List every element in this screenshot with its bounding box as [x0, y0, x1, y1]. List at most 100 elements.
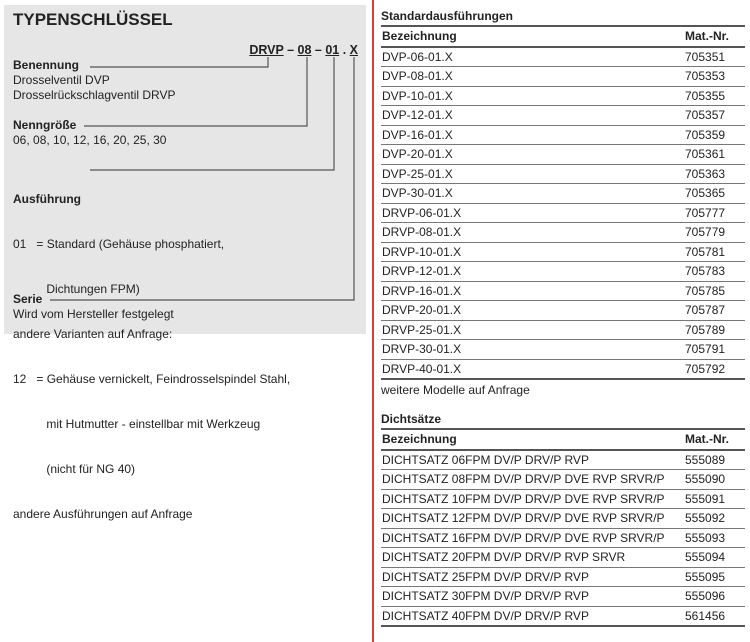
cell-bezeichnung: DVP-12-01.X — [382, 108, 453, 122]
serie-label: Serie — [13, 292, 43, 306]
cell-bezeichnung: DICHTSATZ 25FPM DV/P DRV/P RVP — [382, 569, 589, 584]
ausfuehrung-section: Ausführung 01 = Standard (Gehäuse phosph… — [13, 162, 290, 537]
type-key-title: TYPENSCHLÜSSEL — [13, 10, 173, 29]
cell-bezeichnung: DRVP-16-01.X — [382, 283, 462, 298]
header-bezeichnung: Bezeichnung — [382, 29, 457, 43]
table-row: DICHTSATZ 16FPM DV/P DRV/P DVE RVP SRVR/… — [381, 529, 745, 548]
cell-bezeichnung: DICHTSATZ 10FPM DV/P DRV/P DVE RVP SRVR/… — [382, 491, 665, 506]
connector-lines — [50, 57, 355, 301]
cell-mat-nr: 561456 — [685, 608, 726, 623]
code-part-size: 08 — [297, 43, 312, 57]
cell-mat-nr: 705353 — [685, 69, 726, 83]
cell-bezeichnung: DVP-20-01.X — [382, 147, 453, 161]
ausfuehrung-label: Ausführung — [13, 192, 81, 206]
cell-bezeichnung: DICHTSATZ 30FPM DV/P DRV/P RVP — [382, 589, 589, 603]
text-line: Drosselventil DVP — [13, 73, 110, 87]
cell-mat-nr: 705783 — [685, 264, 726, 278]
table-row: DVP-25-01.X 705363 — [381, 165, 745, 184]
type-code: DRVP – 08 – 01 . X — [249, 43, 358, 57]
table-row: DICHTSATZ 06FPM DV/P DRV/P RVP 555089 — [381, 451, 745, 470]
cell-mat-nr: 705357 — [685, 108, 726, 122]
standard-table-title: Standardausführungen — [381, 7, 745, 27]
table-row: DVP-20-01.X 705361 — [381, 145, 745, 165]
cell-bezeichnung: DRVP-25-01.X — [382, 322, 462, 337]
text-line: andere Ausführungen auf Anfrage — [13, 507, 193, 521]
text-line: mit Hutmutter - einstellbar mit Werkzeug — [13, 417, 261, 431]
table-header: Bezeichnung Mat.-Nr. — [381, 430, 745, 451]
cell-bezeichnung: DICHTSATZ 06FPM DV/P DRV/P RVP — [382, 452, 589, 467]
cell-bezeichnung: DICHTSATZ 08FPM DV/P DRV/P DVE RVP SRVR/… — [382, 472, 665, 486]
standard-table: Standardausführungen Bezeichnung Mat.-Nr… — [381, 7, 745, 397]
cell-mat-nr: 705791 — [685, 342, 726, 356]
table-row: DRVP-06-01.X 705777 — [381, 204, 745, 223]
cell-bezeichnung: DRVP-06-01.X — [382, 205, 462, 220]
benennung-section: Benennung Drosselventil DVP Drosselrücks… — [13, 58, 176, 103]
table-row: DRVP-12-01.X 705783 — [381, 262, 745, 282]
cell-mat-nr: 705781 — [685, 244, 726, 259]
cell-bezeichnung: DRVP-10-01.X — [382, 244, 462, 259]
text-line: 12 = Gehäuse vernickelt, Feindrosselspin… — [13, 372, 291, 386]
code-sep: . — [339, 43, 350, 57]
table-row: DICHTSATZ 20FPM DV/P DRV/P RVP SRVR 55509… — [381, 548, 745, 568]
cell-bezeichnung: DRVP-12-01.X — [382, 264, 462, 278]
code-sep: – — [311, 43, 326, 57]
cell-mat-nr: 705792 — [685, 361, 726, 376]
cell-bezeichnung: DVP-25-01.X — [382, 166, 453, 181]
cell-bezeichnung: DVP-30-01.X — [382, 186, 453, 200]
code-sep: – — [283, 43, 298, 57]
table-row: DVP-08-01.X 705353 — [381, 67, 745, 87]
text-line: Drosselrückschlagventil DRVP — [13, 88, 176, 102]
text-line: Dichtungen FPM) — [13, 282, 140, 296]
cell-bezeichnung: DRVP-30-01.X — [382, 342, 462, 356]
cell-mat-nr: 705355 — [685, 88, 726, 103]
standard-note: weitere Modelle auf Anfrage — [381, 383, 530, 397]
table-row: DRVP-16-01.X 705785 — [381, 282, 745, 301]
table-row: DRVP-10-01.X 705781 — [381, 243, 745, 262]
table-row: DRVP-20-01.X 705787 — [381, 301, 745, 321]
cell-mat-nr: 555096 — [685, 589, 726, 603]
cell-bezeichnung: DRVP-20-01.X — [382, 303, 462, 317]
text-line: (nicht für NG 40) — [13, 462, 136, 476]
table-row: DVP-16-01.X 705359 — [381, 126, 745, 145]
header-bezeichnung: Bezeichnung — [382, 432, 457, 446]
cell-bezeichnung: DICHTSATZ 40FPM DV/P DRV/P RVP — [382, 608, 589, 623]
table-row: DRVP-25-01.X 705789 — [381, 321, 745, 340]
cell-bezeichnung: DRVP-40-01.X — [382, 361, 462, 376]
code-part-version: 01 — [325, 43, 340, 57]
table-row: DICHTSATZ 40FPM DV/P DRV/P RVP 561456 — [381, 607, 745, 627]
cell-bezeichnung: DVP-10-01.X — [382, 88, 453, 103]
header-mat-nr: Mat.-Nr. — [685, 29, 730, 43]
cell-mat-nr: 555094 — [685, 550, 726, 564]
seal-kit-table-title: Dichtsätze — [381, 410, 745, 430]
cell-mat-nr: 555090 — [685, 472, 726, 486]
cell-mat-nr: 705361 — [685, 147, 726, 161]
table-row: DVP-06-01.X 705351 — [381, 48, 745, 67]
table-row: DVP-10-01.X 705355 — [381, 87, 745, 106]
benennung-label: Benennung — [13, 58, 79, 72]
serie-section: Serie Wird vom Hersteller festgelegt — [13, 292, 174, 322]
cell-bezeichnung: DVP-16-01.X — [382, 127, 453, 142]
nenngroesse-section: Nenngröße 06, 08, 10, 12, 16, 20, 25, 30 — [13, 118, 166, 148]
cell-mat-nr: 705789 — [685, 322, 726, 337]
header-mat-nr: Mat.-Nr. — [685, 432, 730, 446]
cell-bezeichnung: DRVP-08-01.X — [382, 225, 462, 239]
code-part-series: X — [349, 43, 358, 57]
cell-mat-nr: 705363 — [685, 166, 726, 181]
table-header: Bezeichnung Mat.-Nr. — [381, 27, 745, 48]
cell-mat-nr: 555092 — [685, 511, 726, 525]
cell-bezeichnung: DICHTSATZ 20FPM DV/P DRV/P RVP SRVR — [382, 550, 626, 564]
cell-bezeichnung: DVP-06-01.X — [382, 49, 453, 64]
cell-mat-nr: 555089 — [685, 452, 726, 467]
cell-mat-nr: 555091 — [685, 491, 726, 506]
table-row: DRVP-40-01.X 705792 — [381, 360, 745, 380]
table-row: DRVP-30-01.X 705791 — [381, 340, 745, 360]
divider-line — [372, 0, 374, 642]
cell-bezeichnung: DVP-08-01.X — [382, 69, 453, 83]
cell-mat-nr: 705351 — [685, 49, 726, 64]
table-row: DVP-12-01.X 705357 — [381, 106, 745, 126]
table-row: DICHTSATZ 30FPM DV/P DRV/P RVP 555096 — [381, 587, 745, 607]
cell-mat-nr: 705777 — [685, 205, 726, 220]
cell-mat-nr: 705359 — [685, 127, 726, 142]
seal-kit-table: Dichtsätze Bezeichnung Mat.-Nr. DICHTSAT… — [381, 410, 745, 627]
cell-mat-nr: 555093 — [685, 530, 726, 545]
